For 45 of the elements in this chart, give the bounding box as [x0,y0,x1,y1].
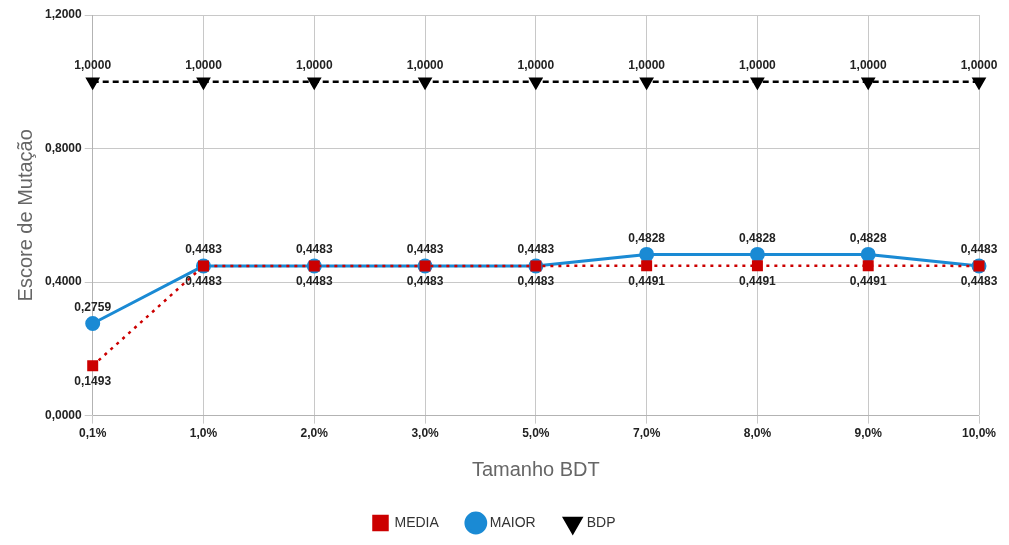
data-label: 0,4491 [849,273,887,288]
data-label: 1,0000 [295,58,333,73]
y-axis-title: Escore de Mutação [13,129,36,302]
x-tick-label: 5,0% [522,426,550,441]
data-label: 0,4483 [406,242,444,257]
data-label: 1,0000 [74,58,112,73]
data-label: 0,4483 [295,274,333,289]
y-tick-label: 1,2000 [45,7,83,22]
data-label: 1,0000 [406,58,444,73]
y-tick-label: 0,0000 [45,407,83,422]
data-label: 1,0000 [185,58,223,73]
data-label: 0,4483 [185,242,223,257]
legend-label: MAIOR [489,513,536,530]
x-tick-label: 1,0% [189,426,218,441]
data-label: 0,4483 [960,274,998,289]
x-tick-label: 9,0% [854,426,883,441]
data-label: 0,4483 [185,274,223,289]
data-label: 0,4483 [295,242,333,257]
x-axis-title: Tamanho BDT [471,457,600,480]
legend-label: MEDIA [394,513,440,530]
x-tick-label: 8,0% [743,426,772,441]
data-label: 1,0000 [960,58,998,73]
x-tick-label: 0,1% [79,426,107,441]
x-tick-label: 2,0% [300,426,329,441]
y-tick-label: 0,4000 [45,274,83,289]
data-label: 0,4828 [628,230,666,245]
data-label: 0,4483 [406,274,444,289]
data-label: 0,4491 [628,273,666,288]
legend-label: BDP [586,513,616,530]
data-label: 0,4483 [517,274,555,289]
data-label: 0,1493 [74,374,112,389]
data-label: 0,4828 [849,230,887,245]
data-label: 0,4828 [739,230,777,245]
y-tick-label: 0,8000 [45,140,83,155]
data-label: 0,4483 [517,242,555,257]
data-label: 1,0000 [517,58,555,73]
data-label: 1,0000 [628,58,666,73]
data-label: 0,2759 [74,299,112,314]
x-tick-label: 3,0% [411,426,440,441]
data-label: 0,4491 [739,273,777,288]
x-tick-label: 7,0% [632,426,661,441]
x-tick-label: 10,0% [961,426,997,441]
data-label: 1,0000 [739,58,777,73]
data-label: 1,0000 [849,58,887,73]
data-label: 0,4483 [960,242,998,257]
